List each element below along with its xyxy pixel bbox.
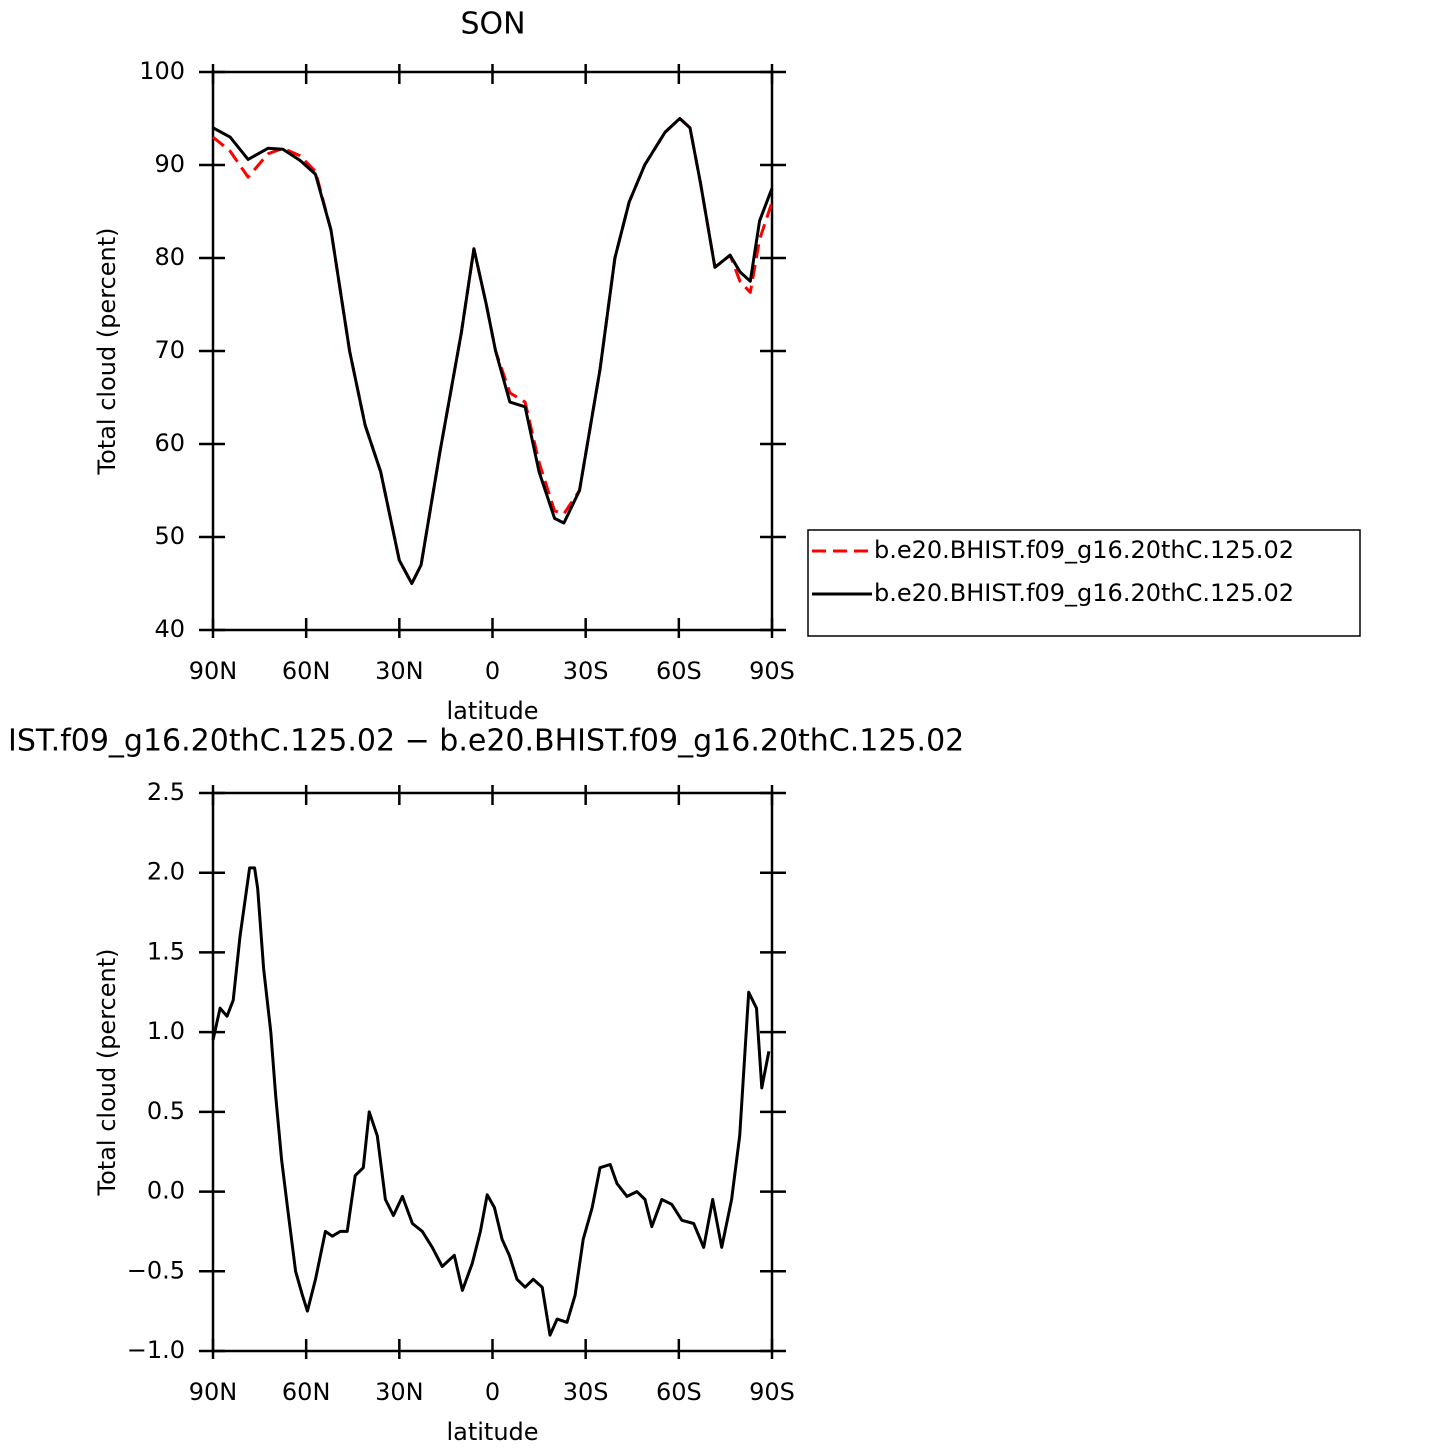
- legend-label: b.e20.BHIST.f09_g16.20thC.125.02: [874, 579, 1294, 607]
- y-axis-label: Total cloud (percent): [93, 228, 121, 476]
- chart-title: IST.f09_g16.20thC.125.02 − b.e20.BHIST.f…: [8, 724, 964, 759]
- x-tick-label: 30N: [375, 1378, 424, 1406]
- x-tick-label: 60S: [656, 1378, 702, 1406]
- data-line: [212, 117, 774, 585]
- y-tick-label: 1.5: [147, 937, 185, 965]
- x-tick-label: 0: [485, 1378, 500, 1406]
- y-tick-label: −0.5: [127, 1256, 185, 1284]
- y-tick-label: 90: [154, 150, 185, 178]
- y-tick-label: 2.5: [147, 778, 185, 806]
- y-tick-label: −1.0: [127, 1336, 185, 1364]
- x-tick-label: 0: [485, 657, 500, 685]
- y-tick-label: 100: [139, 57, 185, 85]
- y-tick-label: 0.5: [147, 1097, 185, 1125]
- y-tick-label: 60: [154, 429, 185, 457]
- x-tick-label: 30S: [563, 657, 609, 685]
- legend-box: [807, 529, 1361, 637]
- y-tick-label: 2.0: [147, 858, 185, 886]
- y-tick-label: 80: [154, 243, 185, 271]
- y-tick-label: 0.0: [147, 1177, 185, 1205]
- x-tick-label: 90S: [749, 1378, 795, 1406]
- x-tick-label: 90N: [189, 1378, 238, 1406]
- x-tick-label: 30N: [375, 657, 424, 685]
- data-line: [212, 117, 774, 585]
- plot-frame: [211, 791, 774, 1353]
- x-tick-label: 60N: [282, 1378, 331, 1406]
- y-axis-label: Total cloud (percent): [93, 949, 121, 1197]
- x-tick-label: 90S: [749, 657, 795, 685]
- y-tick-label: 50: [154, 522, 185, 550]
- legend-label: b.e20.BHIST.f09_g16.20thC.125.02: [874, 536, 1294, 564]
- x-tick-label: 60S: [656, 657, 702, 685]
- chart-title: SON: [460, 7, 525, 42]
- y-tick-label: 40: [154, 615, 185, 643]
- data-line: [211, 866, 771, 1337]
- plot-frame: [211, 70, 774, 632]
- y-tick-label: 70: [154, 336, 185, 364]
- x-tick-label: 60N: [282, 657, 331, 685]
- x-tick-label: 30S: [563, 1378, 609, 1406]
- x-axis-label: latitude: [446, 1418, 538, 1446]
- y-tick-label: 1.0: [147, 1017, 185, 1045]
- x-tick-label: 90N: [189, 657, 238, 685]
- x-axis-label: latitude: [446, 697, 538, 725]
